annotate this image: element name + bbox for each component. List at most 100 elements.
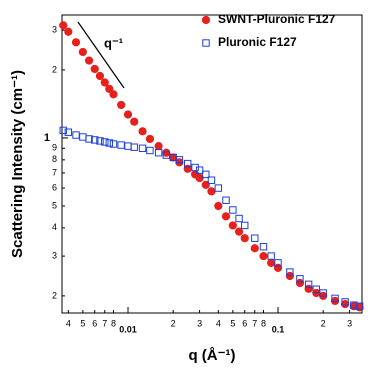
x-tick-label: 0.01 <box>119 324 137 334</box>
data-point <box>240 234 249 243</box>
data-point <box>319 289 327 297</box>
data-point <box>267 252 275 260</box>
data-point <box>101 138 109 146</box>
data-point <box>259 251 268 261</box>
y-tick-label: 3 <box>52 25 57 35</box>
data-point <box>59 21 68 30</box>
data-point <box>304 284 313 293</box>
data-point <box>130 117 139 126</box>
x-tick-label: 6 <box>92 318 97 328</box>
data-point <box>90 64 99 74</box>
x-tick-label: 3 <box>197 318 202 328</box>
x-axis-label: q (Å⁻¹) <box>188 347 235 364</box>
data-point <box>259 243 268 251</box>
legend-marker <box>202 39 210 47</box>
legend-label: Pluronic F127 <box>218 35 297 49</box>
data-point <box>201 180 210 189</box>
data-point <box>130 143 138 151</box>
data-point <box>267 258 276 267</box>
data-point <box>95 71 105 81</box>
slope-guide <box>77 21 125 89</box>
data-point <box>117 141 125 149</box>
y-tick-label: 1 <box>44 132 50 144</box>
data-point <box>221 212 231 221</box>
y-tick-label: 4 <box>52 222 57 232</box>
data-point <box>109 140 118 148</box>
data-point <box>59 126 67 135</box>
data-point <box>84 56 94 65</box>
data-point <box>235 214 243 223</box>
x-tick-label: 8 <box>261 318 266 328</box>
data-point <box>251 234 259 242</box>
data-point <box>85 135 93 143</box>
data-point <box>340 299 350 309</box>
data-point <box>273 263 283 273</box>
y-axis-label: Scattering Intensity (cm⁻¹) <box>9 70 26 258</box>
data-point <box>71 38 81 47</box>
data-point <box>105 84 114 93</box>
data-point <box>123 110 133 119</box>
data-point <box>296 275 304 283</box>
x-tick-label: 3 <box>347 318 352 328</box>
data-point <box>331 294 339 303</box>
data-point <box>91 136 99 144</box>
data-point <box>100 78 109 87</box>
y-tick-label: 6 <box>52 182 57 192</box>
y-tick-label: 2 <box>52 64 57 74</box>
data-point <box>64 128 73 136</box>
data-point <box>184 159 192 168</box>
data-point <box>64 27 73 36</box>
data-point <box>341 298 349 306</box>
data-point <box>312 288 321 298</box>
data-point <box>229 206 237 214</box>
data-point <box>154 149 163 157</box>
annotation: q⁻¹ <box>104 35 123 50</box>
x-tick-label: 4 <box>216 318 221 328</box>
data-point <box>295 278 305 288</box>
legend-marker <box>201 15 211 25</box>
x-tick-label: 5 <box>80 318 85 328</box>
x-tick-label: 5 <box>230 318 235 328</box>
x-tick-label: 6 <box>242 318 247 328</box>
data-point <box>330 296 340 306</box>
data-point <box>214 184 223 192</box>
data-point <box>214 201 223 211</box>
data-point <box>146 146 154 155</box>
data-point <box>191 163 199 172</box>
data-point <box>228 221 237 230</box>
data-point <box>202 170 210 179</box>
data-point <box>175 156 184 164</box>
data-point <box>72 131 80 139</box>
data-point <box>138 127 147 136</box>
data-point <box>250 244 259 253</box>
data-point <box>207 187 216 196</box>
x-tick-label: 2 <box>321 318 326 328</box>
data-point <box>195 166 204 174</box>
data-point <box>241 221 249 230</box>
plot-frame <box>61 14 363 314</box>
y-tick-label: 8 <box>52 154 57 164</box>
x-tick-label: 7 <box>252 318 257 328</box>
data-point <box>96 137 104 145</box>
y-tick-label: 9 <box>52 143 57 153</box>
data-point <box>285 271 294 281</box>
data-point <box>274 259 282 267</box>
legend-label: SWNT-Pluronic F127 <box>218 12 336 26</box>
y-tick-label: 3 <box>52 250 57 260</box>
data-point <box>117 100 126 110</box>
x-tick-label: 2 <box>171 318 176 328</box>
data-point <box>304 280 313 289</box>
data-point <box>79 133 87 141</box>
x-tick-label: 7 <box>102 318 107 328</box>
data-point <box>234 227 244 236</box>
data-point <box>222 196 230 204</box>
x-tick-label: 4 <box>66 318 71 328</box>
x-tick-label: 0.1 <box>272 324 285 334</box>
data-point <box>145 134 155 144</box>
x-tick-label: 8 <box>111 318 116 328</box>
data-point <box>138 144 147 152</box>
data-point <box>78 47 87 57</box>
data-point <box>350 301 358 309</box>
y-tick-label: 5 <box>52 200 57 210</box>
